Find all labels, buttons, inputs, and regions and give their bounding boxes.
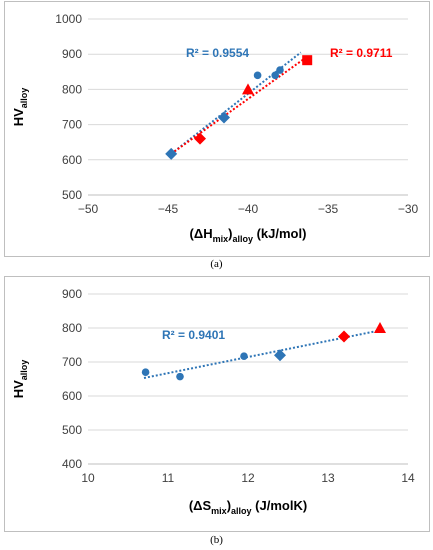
y-axis-title-main: HV	[11, 108, 26, 126]
x-axis-title: (ΔHmix)alloy (kJ/mol)	[190, 226, 307, 244]
data-point-circle	[276, 66, 284, 74]
y-tick-label: 400	[62, 457, 82, 471]
x-tick-label: −30	[398, 202, 419, 216]
data-point-diamond	[165, 147, 178, 160]
chart-panel-a: 500 600 700 800 900 1000 −50 −45 −40 −35 −30 HVallo…	[4, 1, 430, 257]
y-axis-title-sub: alloy	[19, 88, 29, 109]
x-tick-label: 13	[321, 471, 335, 485]
data-point-diamond	[218, 111, 230, 124]
data-point-circle	[271, 71, 280, 80]
y-tick-label: 800	[62, 321, 82, 335]
x-axis-title-open: (ΔS	[189, 498, 212, 513]
data-point-diamond	[194, 132, 206, 145]
y-axis-title-sub: alloy	[19, 360, 29, 381]
y-tick-label: 500	[62, 188, 82, 202]
data-point-triangle	[374, 322, 386, 333]
data-point-circle	[253, 71, 262, 80]
y-tick-label: 800	[62, 82, 82, 96]
x-axis-title-sub2: alloy	[232, 234, 253, 244]
x-axis-title-sub2: alloy	[231, 506, 252, 516]
x-tick-label: 11	[162, 471, 175, 485]
x-tick-label: −50	[78, 202, 99, 216]
x-tick-label: −40	[238, 202, 259, 216]
x-axis-title-unit: (J/molK)	[252, 498, 308, 513]
r-squared-label: R² = 0.9401	[162, 328, 225, 342]
y-tick-label: 900	[62, 287, 82, 301]
data-point-circle	[240, 352, 248, 361]
x-axis-title-close: )	[228, 226, 232, 241]
x-axis-title-sub: mix	[213, 234, 229, 244]
caption-a: (a)	[210, 258, 223, 270]
data-point-circle	[141, 368, 150, 376]
y-axis-title: HValloy	[11, 360, 29, 399]
y-axis-title-main: HV	[11, 380, 26, 398]
x-axis-title: (ΔSmix)alloy (J/molK)	[189, 498, 307, 516]
x-axis-title-close: )	[227, 498, 231, 513]
y-axis-title: HValloy	[11, 88, 29, 127]
chart-panel-b: 400 500 600 700 800 900 10 11 12 13 14 HValloy (ΔSmi…	[4, 276, 430, 532]
y-tick-label: 600	[62, 153, 82, 167]
x-tick-label: 12	[241, 471, 255, 485]
x-tick-label: 14	[401, 471, 415, 485]
data-point-diamond	[338, 330, 350, 343]
data-point-square	[302, 55, 313, 66]
r-squared-label: R² = 0.9554	[186, 46, 249, 60]
x-axis-title-unit: (kJ/mol)	[253, 226, 306, 241]
y-tick-label: 700	[62, 355, 82, 369]
y-tick-label: 1000	[55, 12, 82, 26]
x-tick-label: 10	[81, 471, 95, 485]
data-point-triangle	[242, 83, 254, 95]
x-tick-label: −35	[318, 202, 339, 216]
y-tick-label: 900	[62, 47, 82, 61]
y-tick-label: 500	[62, 423, 82, 437]
x-axis-title-sub: mix	[211, 506, 227, 516]
x-tick-label: −45	[158, 202, 179, 216]
r-squared-label: R² = 0.9711	[330, 46, 393, 60]
y-tick-label: 700	[62, 118, 82, 132]
x-axis-title-open: (ΔH	[190, 226, 213, 241]
trendline-series-1	[170, 55, 308, 155]
data-point-diamond	[274, 349, 286, 362]
y-tick-label: 600	[62, 389, 82, 403]
data-point-circle	[176, 372, 184, 381]
caption-b: (b)	[210, 534, 223, 546]
